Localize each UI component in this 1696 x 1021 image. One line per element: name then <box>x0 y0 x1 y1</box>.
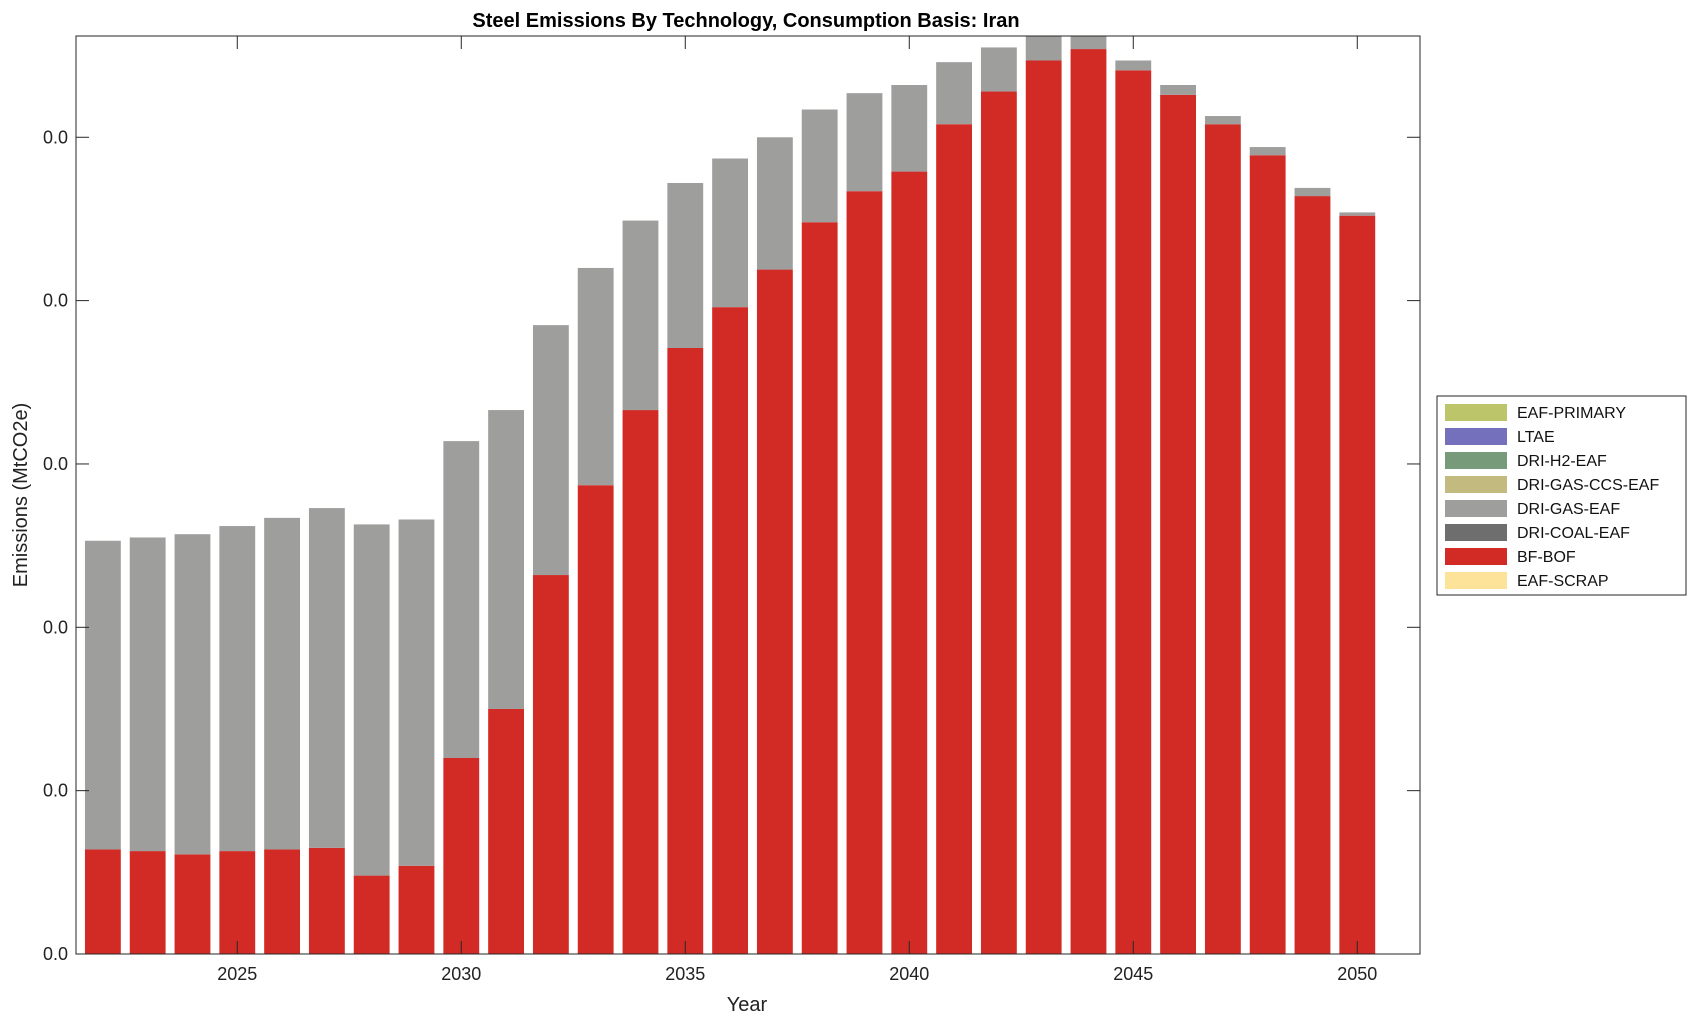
bar-dri-gas-eaf-2036 <box>712 158 748 308</box>
bar-bf-bof-2045 <box>1115 70 1152 954</box>
bar-dri-gas-eaf-2027 <box>308 508 345 848</box>
bar-dri-gas-eaf-2026 <box>264 517 300 850</box>
bar-bf-bof-2030 <box>443 757 480 954</box>
bar-bf-bof-2035 <box>667 347 704 954</box>
bar-dri-gas-eaf-2038 <box>801 109 838 223</box>
bar-bf-bof-2049 <box>1294 196 1331 954</box>
y-tick-label: 0.0 <box>43 127 68 147</box>
bar-dri-gas-eaf-2024 <box>174 534 211 855</box>
bar-dri-gas-eaf-2022 <box>84 540 121 850</box>
legend-swatch-dri-coal-eaf <box>1445 524 1507 541</box>
y-axis-label: Emissions (MtCO2e) <box>10 403 32 587</box>
bar-dri-gas-eaf-2050 <box>1339 212 1376 216</box>
bar-dri-gas-eaf-2046 <box>1160 85 1196 95</box>
legend-label-eaf-scrap: EAF-SCRAP <box>1517 573 1609 590</box>
y-tick-label: 0.0 <box>43 944 68 964</box>
bar-bf-bof-2044 <box>1070 49 1107 954</box>
x-axis-label: Year <box>727 994 768 1016</box>
bar-dri-gas-eaf-2030 <box>443 441 480 758</box>
bar-bf-bof-2048 <box>1249 155 1286 954</box>
legend-swatch-ltae <box>1445 428 1507 445</box>
bar-dri-gas-eaf-2033 <box>577 267 614 486</box>
bar-bf-bof-2036 <box>712 307 748 954</box>
legend-swatch-bf-bof <box>1445 548 1507 565</box>
x-tick-label: 2030 <box>441 964 481 984</box>
bar-bf-bof-2033 <box>577 485 614 954</box>
bar-bf-bof-2042 <box>980 91 1017 954</box>
bar-dri-gas-eaf-2028 <box>353 524 390 876</box>
axes-layer: 0.0 0.0 0.0 0.0 0.0 0.0 2025 2030 2035 2040 2045 20… <box>43 36 1420 984</box>
bar-dri-gas-eaf-2045 <box>1115 60 1152 71</box>
bar-dri-gas-eaf-2044 <box>1070 36 1107 50</box>
bar-dri-gas-eaf-2039 <box>846 93 883 192</box>
x-tick-label: 2040 <box>889 964 929 984</box>
bar-bf-bof-2028 <box>353 875 390 954</box>
bar-bf-bof-2032 <box>532 575 569 954</box>
bar-dri-gas-eaf-2048 <box>1249 147 1286 156</box>
legend-swatch-dri-gas-ccs-eaf <box>1445 476 1507 493</box>
bar-dri-gas-eaf-2031 <box>488 410 524 709</box>
bar-bf-bof-2041 <box>936 124 972 954</box>
x-tick-label: 2035 <box>665 964 705 984</box>
y-tick-label: 0.0 <box>43 617 68 637</box>
legend-swatch-eaf-scrap <box>1445 572 1507 589</box>
legend-label-dri-gas-ccs-eaf: DRI-GAS-CCS-EAF <box>1517 477 1659 494</box>
bar-bf-bof-2050 <box>1339 215 1376 954</box>
legend-label-dri-gas-eaf: DRI-GAS-EAF <box>1517 501 1620 518</box>
bar-dri-gas-eaf-2047 <box>1204 116 1241 125</box>
x-tick-label: 2045 <box>1113 964 1153 984</box>
bar-bf-bof-2029 <box>398 865 435 954</box>
bar-dri-gas-eaf-2025 <box>219 526 256 852</box>
bar-dri-gas-eaf-2043 <box>1025 36 1062 61</box>
bar-bf-bof-2034 <box>622 410 659 954</box>
plot-frame <box>75 35 1421 955</box>
legend-swatch-dri-gas-eaf <box>1445 500 1507 517</box>
bar-bf-bof-2025 <box>219 851 256 954</box>
bar-dri-gas-eaf-2037 <box>756 137 793 270</box>
bar-dri-gas-eaf-2032 <box>532 325 569 576</box>
legend-label-dri-coal-eaf: DRI-COAL-EAF <box>1517 525 1630 542</box>
bar-dri-gas-eaf-2023 <box>129 537 166 852</box>
legend-label-ltae: LTAE <box>1517 429 1555 446</box>
x-tick-label: 2050 <box>1337 964 1377 984</box>
bar-dri-gas-eaf-2041 <box>936 62 972 125</box>
bar-bf-bof-2040 <box>891 171 928 954</box>
bar-bf-bof-2047 <box>1204 124 1241 954</box>
chart-title: Steel Emissions By Technology, Consumpti… <box>472 10 1019 32</box>
bar-bf-bof-2023 <box>129 851 166 954</box>
bar-dri-gas-eaf-2035 <box>667 183 704 348</box>
bar-bf-bof-2026 <box>264 849 300 954</box>
y-tick-label: 0.0 <box>43 291 68 311</box>
legend-swatch-dri-h2-eaf <box>1445 452 1507 469</box>
bar-bf-bof-2046 <box>1160 94 1196 954</box>
bar-dri-gas-eaf-2034 <box>622 220 659 411</box>
bar-bf-bof-2022 <box>84 849 121 954</box>
legend-label-bf-bof: BF-BOF <box>1517 549 1576 566</box>
legend-swatch-eaf-primary <box>1445 404 1507 421</box>
bar-bf-bof-2024 <box>174 854 211 954</box>
x-tick-label: 2025 <box>217 964 257 984</box>
bar-bf-bof-2038 <box>801 222 838 954</box>
legend: EAF-PRIMARY LTAE DRI-H2-EAF DRI-GAS-CCS-EAF… <box>1436 395 1687 596</box>
bar-bf-bof-2031 <box>488 708 524 954</box>
legend-label-eaf-primary: EAF-PRIMARY <box>1517 405 1626 422</box>
y-tick-label: 0.0 <box>43 781 68 801</box>
bar-bf-bof-2043 <box>1025 60 1062 954</box>
bar-bf-bof-2027 <box>308 847 345 954</box>
bar-dri-gas-eaf-2029 <box>398 519 435 866</box>
bars-layer <box>84 36 1376 954</box>
y-tick-label: 0.0 <box>43 454 68 474</box>
bar-dri-gas-eaf-2040 <box>891 85 928 172</box>
bar-dri-gas-eaf-2049 <box>1294 187 1331 197</box>
bar-bf-bof-2037 <box>756 269 793 954</box>
bar-bf-bof-2039 <box>846 191 883 954</box>
legend-label-dri-h2-eaf: DRI-H2-EAF <box>1517 453 1607 470</box>
bar-dri-gas-eaf-2042 <box>980 47 1017 92</box>
